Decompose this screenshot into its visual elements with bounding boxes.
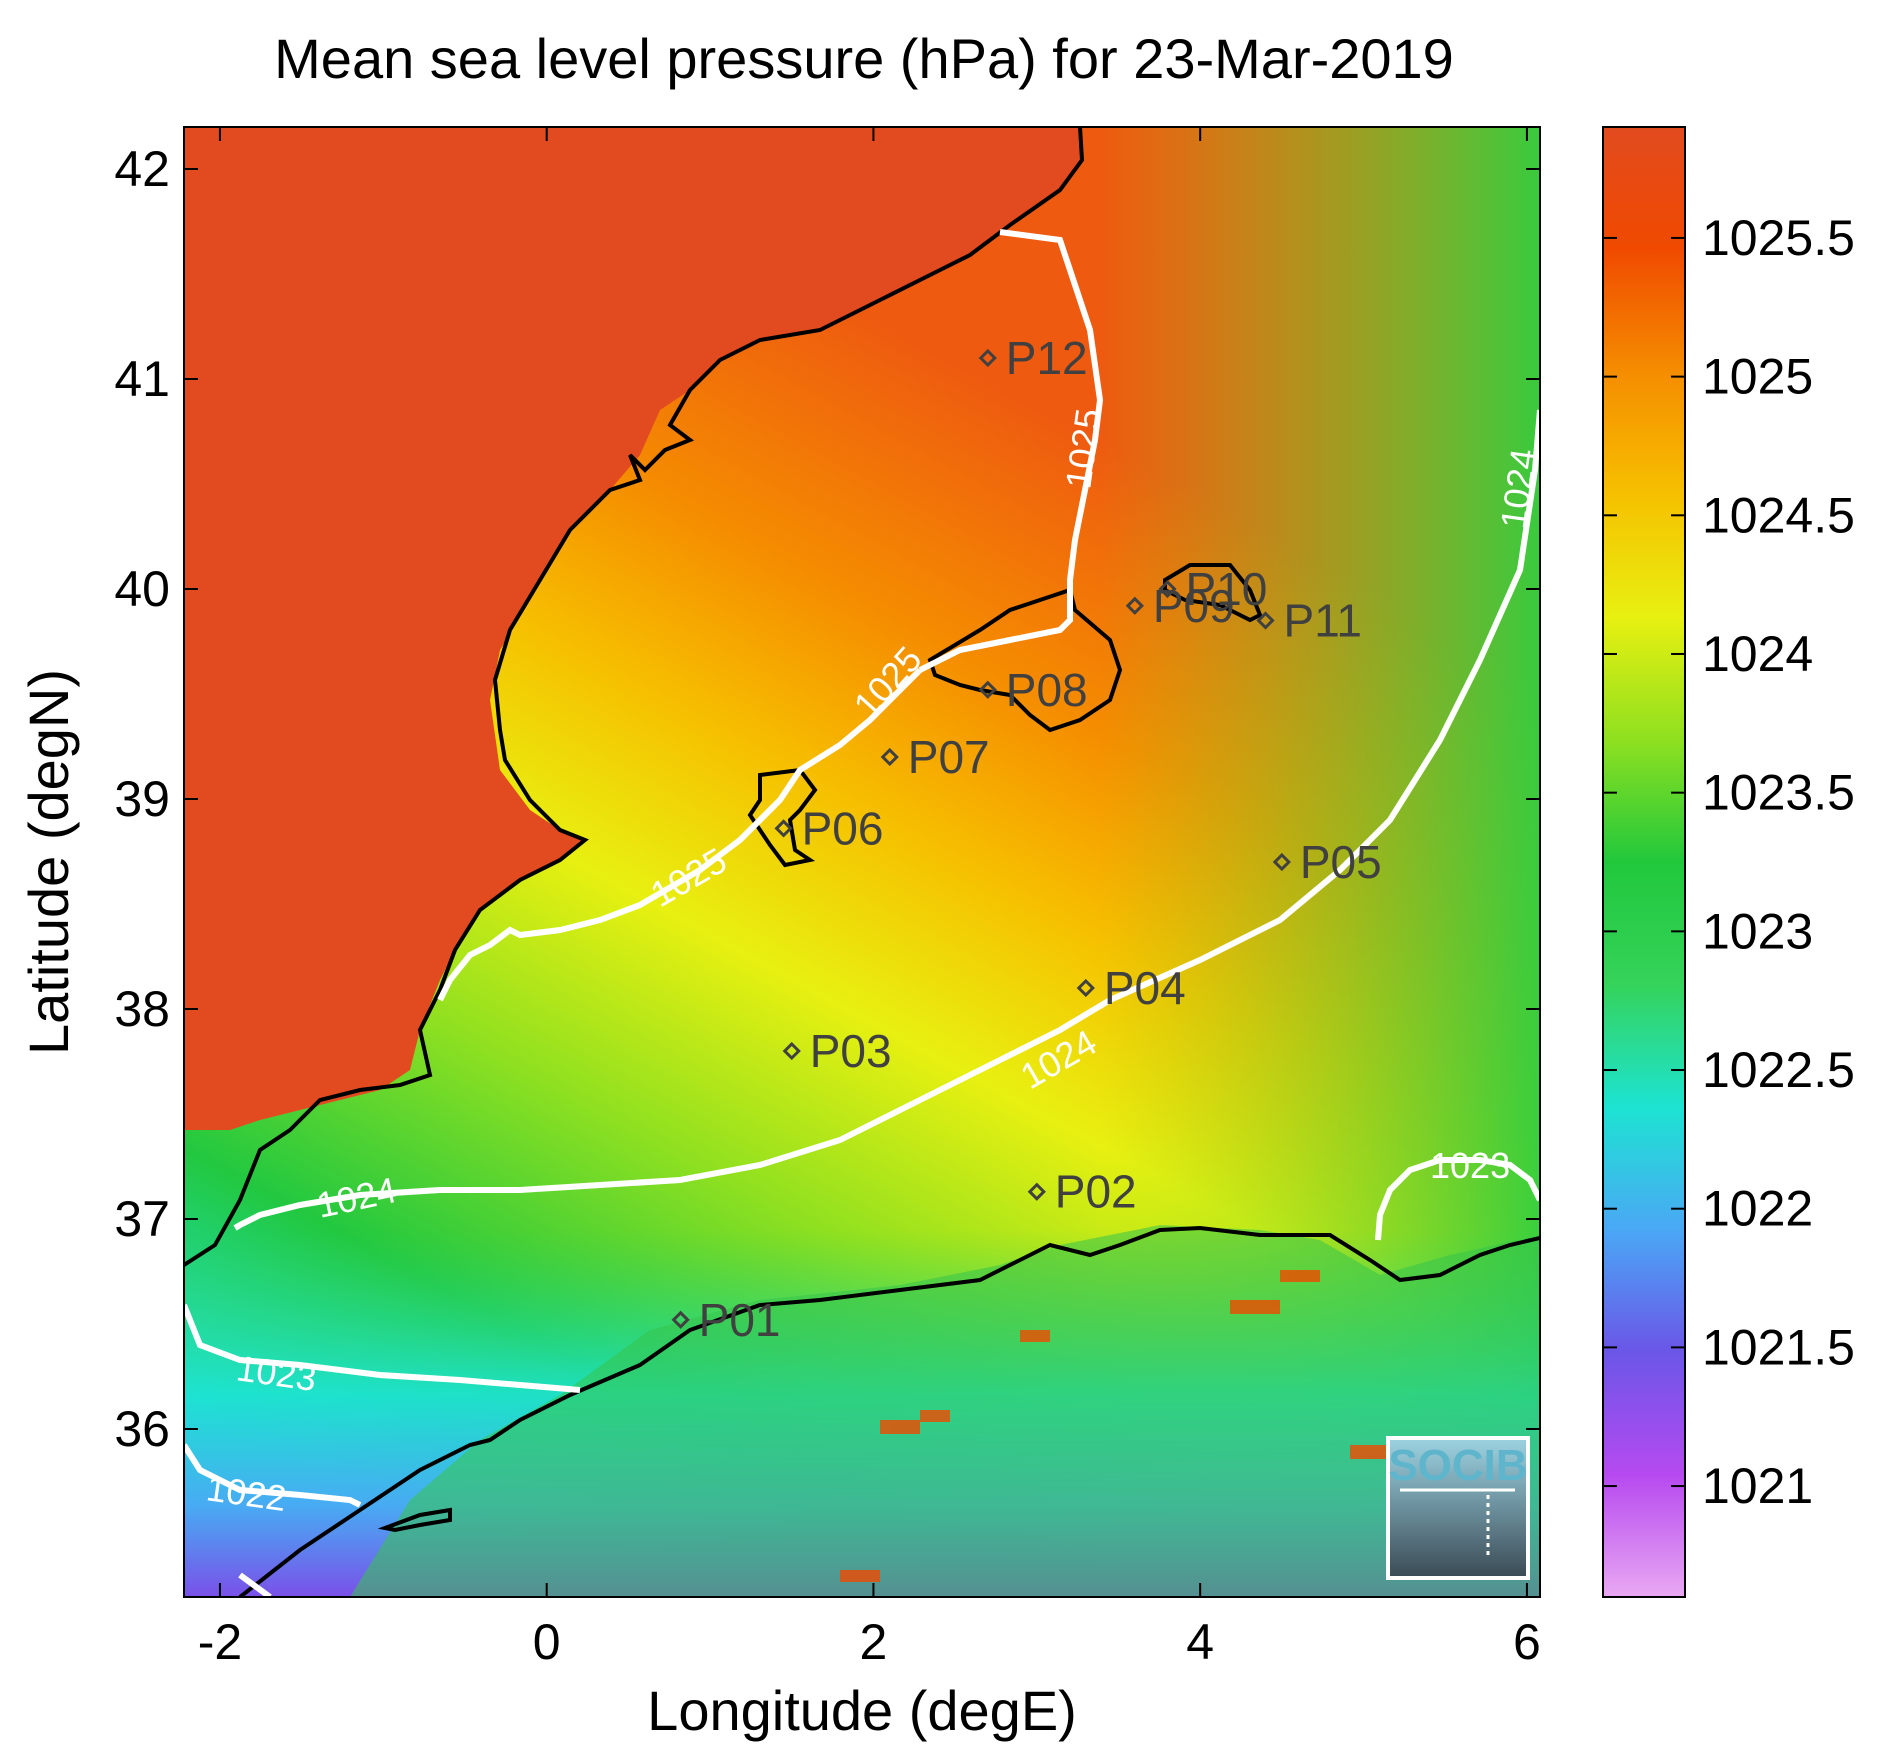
colorbar-tick-label: 1021.5 — [1702, 1319, 1855, 1375]
station-p01: P01 — [671, 1294, 781, 1346]
isobar-1024 — [233, 409, 1540, 1231]
colorbar-tick-label: 1023 — [1702, 903, 1813, 959]
x-tick-label: 4 — [1186, 1614, 1214, 1670]
station-label: P11 — [1284, 595, 1362, 647]
station-label: P06 — [802, 802, 884, 854]
station-marker-icon — [1256, 611, 1275, 630]
colorbar-tick-label: 1024.5 — [1702, 487, 1855, 543]
isobar-1025-east — [918, 229, 1104, 673]
isobar-1025-west — [437, 667, 923, 1002]
africa-high-pressure-patches — [840, 1270, 1410, 1582]
x-tick-label: 2 — [860, 1614, 888, 1670]
station-label: P07 — [908, 731, 990, 783]
station-p03: P03 — [782, 1025, 892, 1077]
chart-title: Mean sea level pressure (hPa) for 23-Mar… — [274, 27, 1454, 90]
x-tick-label: -2 — [198, 1614, 242, 1670]
y-tick-label: 38 — [114, 981, 170, 1037]
station-label: P08 — [1006, 664, 1088, 716]
colorbar-tick-label: 1025 — [1702, 349, 1813, 405]
station-marker-icon — [1027, 1182, 1046, 1201]
isobar-1022 — [184, 1443, 362, 1508]
station-p02: P02 — [1027, 1166, 1137, 1218]
map-plot-area: 1025 1025 1025 1024 1024 1024 1023 1023 … — [184, 127, 1540, 1597]
y-tick-label: 36 — [114, 1401, 170, 1457]
y-tick-label: 40 — [114, 561, 170, 617]
y-axis-label: Latitude (degN) — [17, 669, 80, 1055]
colorbar-tick-label: 1022.5 — [1702, 1042, 1855, 1098]
coastline-north-africa — [238, 1225, 1540, 1597]
island-alboran — [377, 1507, 452, 1533]
station-marker-icon — [1076, 978, 1095, 998]
station-label: P01 — [699, 1294, 781, 1346]
x-tick-label: 6 — [1513, 1614, 1541, 1670]
x-axis-label: Longitude (degE) — [647, 1679, 1077, 1742]
y-axis-ticks: 42 41 40 39 38 37 36 — [114, 141, 1540, 1457]
island-ibiza — [747, 767, 818, 868]
station-p10: P10 — [1158, 563, 1268, 615]
colorbar-gradient — [1602, 126, 1686, 1598]
station-label: P12 — [1006, 332, 1088, 384]
map-frame — [183, 126, 1541, 1598]
station-p04: P04 — [1076, 962, 1186, 1014]
socib-logo-text: SOCIB — [1388, 1441, 1527, 1490]
isobar-label-1023a: 1023 — [1430, 1145, 1510, 1186]
station-marker-icon — [1272, 852, 1291, 872]
y-tick-label: 41 — [114, 351, 170, 407]
y-tick-label: 37 — [114, 1191, 170, 1247]
station-label: P02 — [1055, 1166, 1137, 1218]
colorbar-tick-label: 1024 — [1702, 626, 1813, 682]
station-p07: P07 — [880, 731, 990, 783]
y-tick-label: 39 — [114, 771, 170, 827]
isobar-1023-west — [184, 1303, 581, 1393]
colorbar-ticks: 1025.5 1025 1024.5 1024 1023.5 1023 1022.5 1022… — [1603, 210, 1855, 1514]
station-label: P05 — [1300, 836, 1382, 888]
station-p08: P08 — [978, 664, 1088, 716]
colorbar-tick-label: 1023.5 — [1702, 765, 1855, 821]
colorbar-tick-label: 1021 — [1702, 1458, 1813, 1514]
colorbar: 1025.5 1025 1024.5 1024 1023.5 1023 1022.5 1022… — [1602, 126, 1855, 1598]
island-mallorca — [927, 587, 1123, 733]
station-p11: P11 — [1256, 595, 1362, 647]
station-label: P04 — [1104, 962, 1186, 1014]
station-marker-icon — [880, 747, 899, 767]
station-p12: P12 — [978, 332, 1088, 384]
isobar-1021 — [238, 1572, 272, 1597]
land-iberia — [184, 127, 1082, 1130]
station-marker-icon — [1125, 596, 1144, 615]
colorbar-tick-label: 1022 — [1702, 1181, 1813, 1237]
station-marker-icon — [782, 1041, 801, 1061]
station-p06: P06 — [774, 802, 884, 854]
station-marker-icon — [978, 348, 997, 368]
station-marker-icon — [1158, 579, 1177, 599]
socib-logo: SOCIB — [1386, 1436, 1530, 1580]
station-label: P09 — [1153, 580, 1235, 632]
station-marker-icon — [774, 819, 793, 838]
station-p09: P09 — [1125, 580, 1235, 632]
isobar-1023-east — [1375, 1157, 1540, 1241]
colorbar-tick-label: 1025.5 — [1702, 210, 1855, 266]
x-axis-ticks: -2 0 2 4 6 — [198, 127, 1541, 1670]
station-label: P03 — [810, 1025, 892, 1077]
isobars — [184, 229, 1540, 1597]
x-tick-label: 0 — [533, 1614, 561, 1670]
coastline-iberia — [184, 127, 1085, 1267]
station-p05: P05 — [1272, 836, 1382, 888]
station-marker-icon — [978, 680, 997, 699]
station-marker-icon — [671, 1310, 690, 1329]
y-tick-label: 42 — [114, 141, 170, 197]
station-label: P10 — [1186, 563, 1268, 615]
island-menorca — [1163, 563, 1263, 623]
